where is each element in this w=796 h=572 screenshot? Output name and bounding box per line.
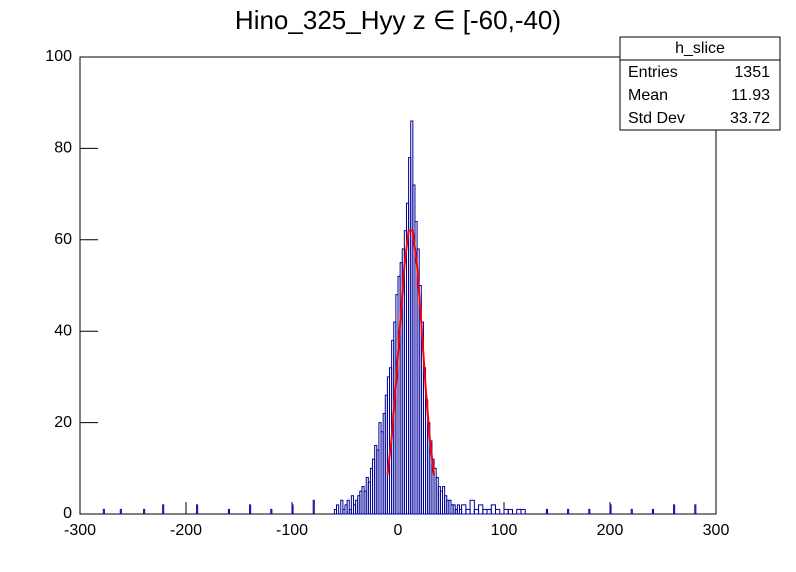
y-tick-label: 20 [54, 414, 72, 431]
bar [119, 508, 122, 515]
stats-value: 1351 [734, 64, 770, 81]
y-tick-label: 80 [54, 140, 72, 157]
x-tick-label: 0 [394, 522, 403, 539]
bar [162, 504, 165, 515]
fit-curve [386, 229, 436, 476]
bar [291, 504, 294, 515]
stats-value: 33.72 [730, 110, 770, 127]
bar [588, 508, 591, 515]
bar [196, 504, 199, 515]
bar [545, 508, 548, 515]
chart-title: Hino_325_Hyy z ∈ [-60,-40) [235, 5, 561, 35]
bar [249, 504, 252, 515]
bar [143, 508, 146, 515]
y-tick-label: 100 [45, 48, 72, 65]
x-tick-label: 300 [703, 522, 730, 539]
stats-label: Entries [628, 64, 678, 81]
x-tick-label: 200 [597, 522, 624, 539]
y-tick-label: 0 [63, 505, 72, 522]
bar [469, 499, 475, 515]
bar [336, 504, 340, 515]
stats-label: Mean [628, 87, 668, 104]
y-tick-label: 40 [54, 322, 72, 339]
bar [694, 504, 697, 515]
stats-label: Std Dev [628, 110, 685, 127]
stats-frame [619, 36, 781, 131]
stats-value: 11.93 [731, 87, 770, 104]
bar [346, 499, 350, 515]
bar [567, 508, 570, 515]
bar [102, 508, 105, 515]
stats-title: h_slice [675, 40, 725, 57]
bar [507, 508, 513, 515]
bar [495, 508, 501, 515]
bar [270, 508, 273, 515]
stats-box: h_slice Entries 1351 Mean 11.93 Std Dev … [619, 36, 781, 131]
bar [630, 508, 633, 515]
bar [520, 508, 526, 515]
x-tick-label: -300 [64, 522, 96, 539]
x-tick-label: 100 [491, 522, 518, 539]
x-tick-label: -100 [276, 522, 308, 539]
bar [609, 504, 612, 515]
x-tick-label: -200 [170, 522, 202, 539]
bar [227, 508, 230, 515]
bar [651, 508, 654, 515]
bar [340, 499, 344, 515]
bar [312, 499, 315, 515]
y-tick-label: 60 [54, 231, 72, 248]
bar [673, 504, 676, 515]
